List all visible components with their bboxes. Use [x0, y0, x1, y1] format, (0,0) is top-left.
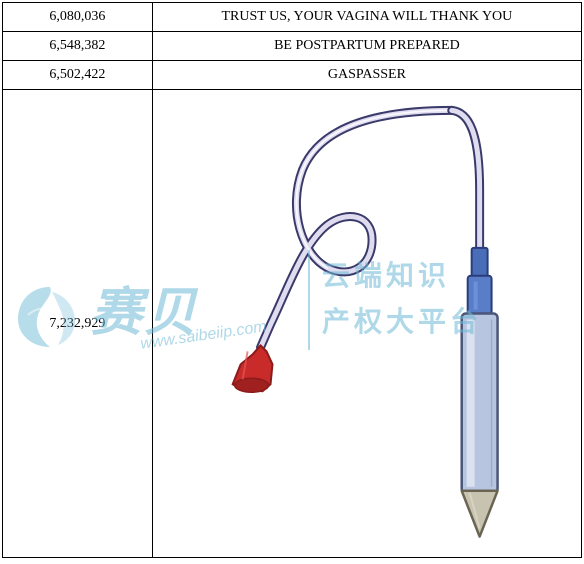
tube-body-icon: [462, 314, 498, 537]
mouthpiece-icon: [232, 345, 272, 392]
patent-id-cell: 6,548,382: [3, 32, 153, 61]
patent-text-cell: GASPASSER: [152, 61, 581, 90]
table-row: 6,502,422 GASPASSER: [3, 61, 582, 90]
patent-text-cell: TRUST US, YOUR VAGINA WILL THANK YOU: [152, 3, 581, 32]
connector-icon: [467, 248, 491, 316]
patent-text-cell: BE POSTPARTUM PREPARED: [152, 32, 581, 61]
table-row: 6,548,382 BE POSTPARTUM PREPARED: [3, 32, 582, 61]
device-illustration: [153, 90, 581, 557]
table-row: 6,080,036 TRUST US, YOUR VAGINA WILL THA…: [3, 3, 582, 32]
patent-id-cell: 7,232,929: [3, 90, 153, 558]
patent-id-cell: 6,502,422: [3, 61, 153, 90]
table-row-image: 7,232,929: [3, 90, 582, 558]
patent-image-cell: [152, 90, 581, 558]
patent-table: 6,080,036 TRUST US, YOUR VAGINA WILL THA…: [2, 2, 582, 558]
patent-id-cell: 6,080,036: [3, 3, 153, 32]
